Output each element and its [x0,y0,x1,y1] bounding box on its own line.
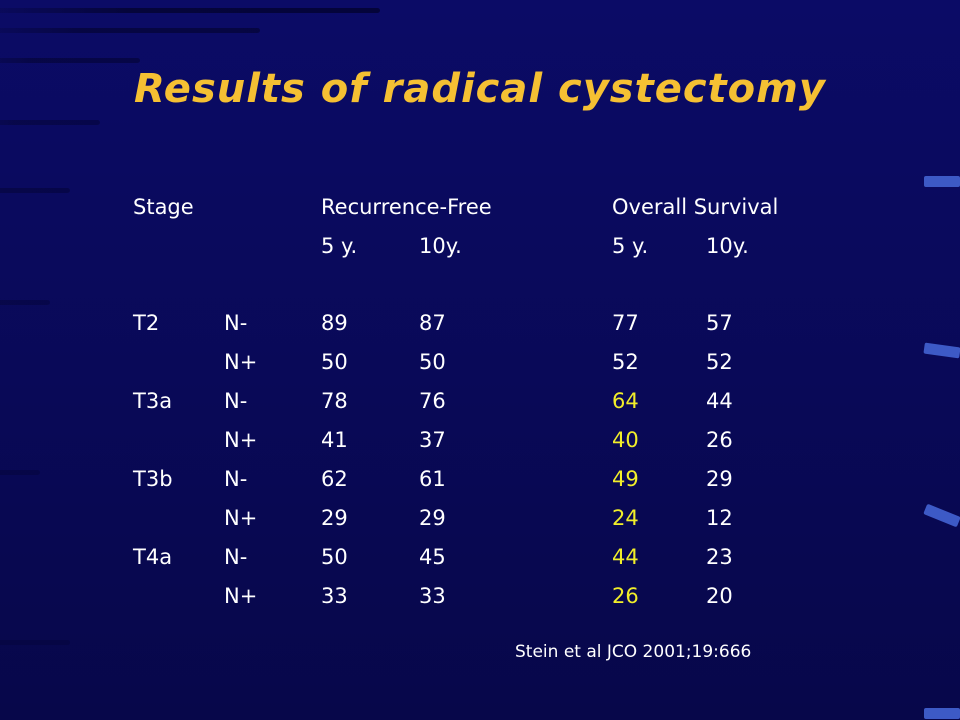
cell-os10: 29 [706,467,733,491]
cell-rf10: 87 [419,311,446,335]
cell-rf10: 61 [419,467,446,491]
header-rf-5y: 5 y. [321,234,358,258]
header-recurrence-free: Recurrence-Free [321,195,492,219]
cell-node: N- [224,545,248,569]
cell-node: N- [224,311,248,335]
header-os-10y: 10y. [706,234,749,258]
cell-node: N- [224,467,248,491]
header-stage: Stage [133,195,194,219]
header-overall-survival: Overall Survival [612,195,779,219]
cell-rf5: 33 [321,584,348,608]
cell-stage: T3a [133,389,173,413]
cell-stage: T3b [133,467,173,491]
cell-stage: T4a [133,545,173,569]
cell-node: N+ [224,428,258,452]
cell-rf10: 33 [419,584,446,608]
cell-rf5: 41 [321,428,348,452]
cell-os10: 57 [706,311,733,335]
header-rf-10y: 10y. [419,234,462,258]
cell-os5: 24 [612,506,639,530]
cell-rf10: 76 [419,389,446,413]
cell-node: N+ [224,506,258,530]
cell-rf5: 89 [321,311,348,335]
cell-rf5: 50 [321,350,348,374]
cell-stage: T2 [133,311,160,335]
cell-node: N+ [224,350,258,374]
cell-node: N+ [224,584,258,608]
header-os-5y: 5 y. [612,234,649,258]
cell-os5: 40 [612,428,639,452]
cell-node: N- [224,389,248,413]
cell-rf5: 50 [321,545,348,569]
cell-os5: 26 [612,584,639,608]
cell-rf5: 78 [321,389,348,413]
cell-os10: 44 [706,389,733,413]
cell-os10: 52 [706,350,733,374]
cell-os10: 20 [706,584,733,608]
cell-rf10: 50 [419,350,446,374]
cell-rf10: 45 [419,545,446,569]
cell-os5: 49 [612,467,639,491]
cell-os10: 23 [706,545,733,569]
slide-title: Results of radical cystectomy [134,66,826,112]
cell-os10: 12 [706,506,733,530]
cell-os5: 52 [612,350,639,374]
cell-os5: 77 [612,311,639,335]
cell-rf10: 37 [419,428,446,452]
cell-os5: 44 [612,545,639,569]
cell-os10: 26 [706,428,733,452]
cell-rf10: 29 [419,506,446,530]
cell-rf5: 29 [321,506,348,530]
citation: Stein et al JCO 2001;19:666 [515,642,751,662]
citation-text: Stein et al JCO 2001;19:666 [515,642,752,662]
cell-os5: 64 [612,389,639,413]
cell-rf5: 62 [321,467,348,491]
